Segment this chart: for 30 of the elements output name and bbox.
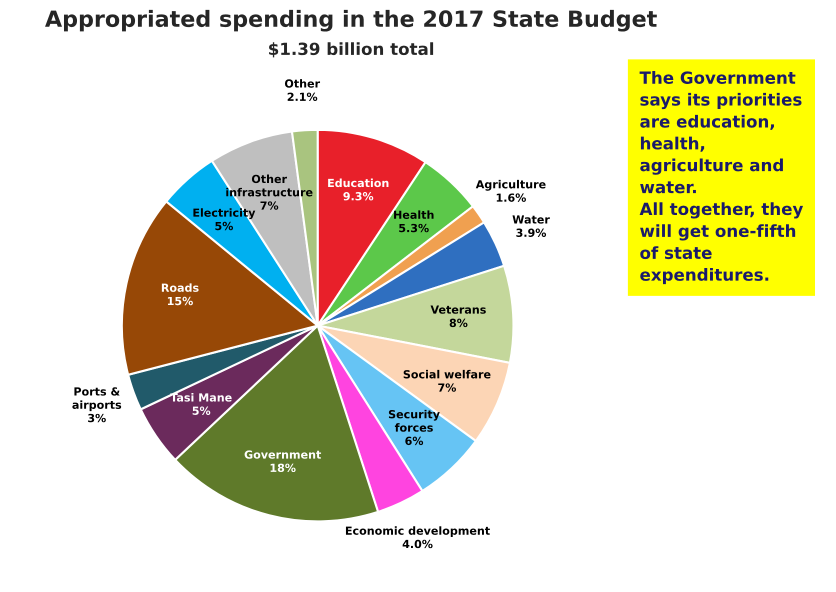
slice-label: Security forces bbox=[388, 410, 440, 432]
data-label: 6% bbox=[405, 436, 424, 446]
data-label: 3.9% bbox=[516, 228, 546, 237]
slice-label: Agriculture bbox=[476, 180, 546, 191]
data-label: 2.1% bbox=[288, 92, 318, 101]
chart-subtitle: $1.39 billion total bbox=[269, 42, 434, 58]
data-label: 9.3% bbox=[343, 192, 374, 200]
slice-label: Veterans bbox=[430, 306, 486, 314]
data-label: 7% bbox=[260, 201, 278, 210]
slice-label: Other bbox=[284, 79, 320, 88]
data-label: 5% bbox=[215, 222, 234, 230]
slice-label: Roads bbox=[162, 283, 199, 292]
data-label: 3% bbox=[88, 414, 106, 422]
data-label: 18% bbox=[270, 464, 296, 472]
slice-label: Ports & airports bbox=[72, 387, 122, 412]
chart-title: Appropriated spending in the 2017 State Budget bbox=[45, 10, 657, 32]
data-label: 7% bbox=[438, 383, 456, 392]
slice-label: Government bbox=[244, 450, 322, 459]
data-label: 1.6% bbox=[496, 193, 526, 202]
text: The Government says its priorities are education, health, agriculture and water. All together, they will get one-fifth of state expenditures. bbox=[640, 71, 804, 284]
data-label: 8% bbox=[450, 318, 468, 328]
data-label: 5% bbox=[192, 406, 210, 415]
slice-label: Health bbox=[394, 210, 434, 219]
data-label: 15% bbox=[168, 296, 193, 306]
slice-label: Water bbox=[512, 215, 550, 224]
data-label: 4.0% bbox=[402, 540, 433, 548]
data-label: 5.3% bbox=[399, 224, 429, 232]
slice-label: Economic development bbox=[346, 526, 490, 538]
slice-label: Education bbox=[328, 178, 388, 188]
slice-label: Social welfare bbox=[404, 370, 490, 378]
